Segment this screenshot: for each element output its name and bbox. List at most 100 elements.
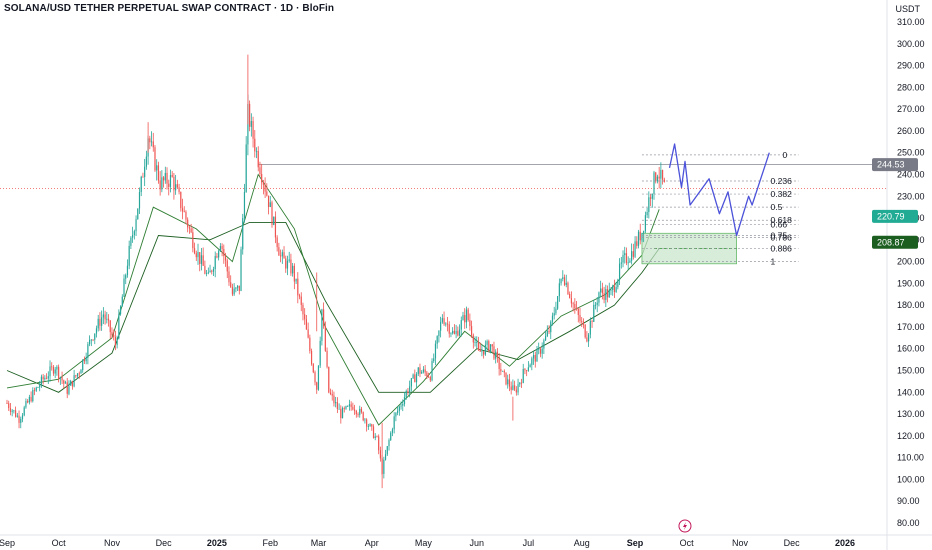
candle-body-2025-03-21 bbox=[352, 406, 354, 410]
candle-body-2025-02-04 bbox=[274, 216, 277, 238]
event-markers[interactable] bbox=[678, 519, 692, 533]
candle-body-2025-02-17 bbox=[297, 278, 299, 296]
candle-body-2024-11-24 bbox=[150, 141, 153, 143]
candle-body-2025-06-11 bbox=[493, 346, 495, 359]
candle-body-2025-08-13 bbox=[601, 288, 603, 294]
candle-body-2025-06-22 bbox=[512, 385, 514, 390]
candle-body-2025-02-03 bbox=[273, 216, 275, 225]
candle-body-2024-11-04 bbox=[116, 338, 118, 346]
candle-body-2024-12-03 bbox=[166, 172, 168, 184]
candle-body-2024-11-20 bbox=[144, 166, 146, 177]
candle-body-2025-05-26 bbox=[465, 309, 468, 323]
candle-body-2025-08-03 bbox=[584, 324, 586, 338]
candle-body-2025-06-17 bbox=[503, 370, 505, 373]
candle-body-2025-03-16 bbox=[343, 408, 345, 409]
candle-body-2025-06-15 bbox=[500, 369, 502, 372]
price-axis[interactable]: 80.00 90.00 100.00 110.00 120.00 130.00 140.00… bbox=[872, 0, 925, 550]
candle-body-2025-03-26 bbox=[360, 408, 363, 413]
candle-body-2024-10-20 bbox=[90, 339, 92, 341]
projection-path[interactable] bbox=[668, 143, 770, 237]
candle-body-2025-03-11 bbox=[335, 402, 337, 404]
candle-body-2024-09-07 bbox=[16, 415, 18, 417]
fib-level-label-0.66: 0.66 bbox=[771, 220, 788, 230]
candle-body-2024-12-14 bbox=[185, 211, 187, 220]
candle-body-2024-12-07 bbox=[173, 176, 175, 191]
candle-body-2025-07-12 bbox=[546, 330, 548, 337]
candle-body-2025-09-05 bbox=[641, 232, 643, 241]
candle-body-2024-11-30 bbox=[161, 177, 163, 190]
time-axis[interactable]: Sep Oct Nov Dec 2025 Feb Mar Apr May Jun Jul Aug Sep… bbox=[0, 534, 932, 548]
candle-body-2025-07-14 bbox=[550, 321, 552, 333]
candle-body-2024-12-23 bbox=[200, 255, 203, 264]
candle-body-2024-09-20 bbox=[39, 385, 41, 388]
x-tick-label-Nov: Nov bbox=[732, 538, 749, 548]
candle-body-2025-09-10 bbox=[649, 197, 652, 199]
candle-body-2024-10-23 bbox=[95, 328, 98, 334]
y-tick-label: 100.00 bbox=[897, 474, 925, 484]
candle-body-2024-10-24 bbox=[97, 318, 99, 329]
moving-averages bbox=[6, 173, 660, 426]
candle-body-2025-03-31 bbox=[369, 424, 371, 427]
candle-body-2024-09-23 bbox=[44, 377, 46, 380]
candle-body-2025-01-31 bbox=[267, 195, 270, 208]
candle-body-2024-11-01 bbox=[111, 332, 113, 335]
candle-body-2025-02-28 bbox=[316, 382, 318, 390]
candle-body-2025-07-27 bbox=[572, 303, 574, 305]
price-tag-244.53 bbox=[872, 158, 918, 172]
candle-body-2025-09-04 bbox=[639, 231, 641, 241]
candle-body-2025-06-03 bbox=[479, 349, 481, 352]
candle-body-2025-01-29 bbox=[264, 184, 266, 192]
candle-body-2025-03-05 bbox=[324, 325, 326, 351]
candle-body-2024-11-21 bbox=[145, 156, 147, 167]
candle-body-2025-03-19 bbox=[348, 404, 351, 407]
candle-body-2024-10-17 bbox=[85, 357, 87, 362]
candle-body-2025-07-08 bbox=[539, 348, 542, 354]
candle-body-2024-12-18 bbox=[192, 232, 194, 249]
candle-body-2024-10-19 bbox=[88, 339, 91, 345]
candle-body-2025-04-14 bbox=[393, 416, 395, 430]
candle-body-2025-07-28 bbox=[574, 304, 576, 309]
candle-body-2025-05-07 bbox=[433, 358, 435, 362]
candle-body-2024-10-04 bbox=[63, 380, 65, 384]
candle-body-2025-04-13 bbox=[391, 429, 394, 433]
x-tick-label-Jun: Jun bbox=[470, 538, 485, 548]
candle-body-2024-11-06 bbox=[119, 306, 122, 315]
x-tick-label-Nov: Nov bbox=[104, 538, 121, 548]
candle-body-2025-08-25 bbox=[622, 255, 624, 263]
candle-body-2024-10-05 bbox=[64, 382, 67, 384]
candle-body-2024-12-21 bbox=[197, 252, 199, 258]
candle-body-2025-06-05 bbox=[483, 351, 485, 355]
candle-body-2025-03-04 bbox=[323, 309, 325, 326]
candle-body-2025-04-03 bbox=[374, 436, 376, 438]
candle-body-2025-03-08 bbox=[329, 392, 332, 394]
candle-body-2025-09-16 bbox=[660, 169, 662, 179]
candle-body-2025-03-01 bbox=[317, 365, 320, 390]
candle-body-2025-05-30 bbox=[472, 335, 474, 343]
y-tick-label: 310.00 bbox=[897, 17, 925, 27]
candle-body-2024-09-02 bbox=[8, 403, 10, 409]
candle-body-2025-02-09 bbox=[283, 252, 285, 259]
candle-body-2025-02-23 bbox=[307, 329, 309, 338]
candle-body-2025-09-06 bbox=[643, 230, 645, 233]
candle-body-2025-03-10 bbox=[333, 395, 335, 404]
candle-body-2025-02-21 bbox=[304, 314, 306, 320]
candle-body-2024-11-08 bbox=[123, 278, 125, 297]
price-tag-label: 220.79 bbox=[877, 211, 905, 221]
candle-body-2024-11-29 bbox=[159, 180, 161, 190]
candle-body-2025-03-30 bbox=[367, 426, 369, 427]
candle-body-2025-07-23 bbox=[565, 282, 567, 285]
x-tick-label-Sep: Sep bbox=[627, 538, 644, 548]
candle-body-2025-06-10 bbox=[491, 344, 493, 347]
x-tick-label-Dec: Dec bbox=[784, 538, 801, 548]
candle-body-2025-08-05 bbox=[588, 334, 590, 342]
candle-body-2025-04-01 bbox=[371, 424, 373, 427]
candle-body-2025-07-21 bbox=[562, 277, 564, 279]
candle-body-2024-12-17 bbox=[190, 228, 192, 233]
candle-body-2025-04-29 bbox=[419, 367, 421, 374]
y-tick-label: 290.00 bbox=[897, 61, 925, 71]
candle-body-2025-08-17 bbox=[608, 290, 610, 298]
candle-body-2025-03-13 bbox=[338, 408, 340, 410]
candle-body-2025-03-18 bbox=[347, 406, 349, 407]
